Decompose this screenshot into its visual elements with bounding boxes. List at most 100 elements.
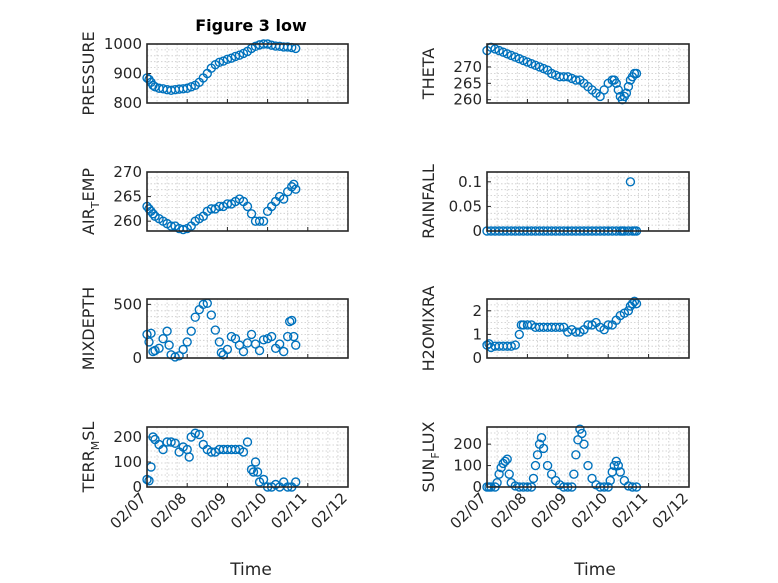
subplot-pressure: 800 900 1000 PRESSURE <box>79 31 349 116</box>
data-point <box>186 82 196 92</box>
data-point <box>571 450 581 460</box>
data-point <box>571 75 581 85</box>
data-point <box>174 351 184 361</box>
data-point <box>250 457 261 467</box>
data-point <box>278 194 289 204</box>
y-axis-label-subscript: T <box>89 201 102 209</box>
data-point <box>619 475 630 486</box>
data-point <box>536 433 547 443</box>
data-point <box>206 310 217 320</box>
x-tick-label: 02/11 <box>267 489 310 532</box>
data-point <box>274 339 285 349</box>
data-point <box>222 54 233 65</box>
figure-title: Figure 3 low <box>195 16 307 35</box>
y-tick-label: 0 <box>472 222 482 240</box>
y-tick-label: 1 <box>472 325 482 343</box>
data-point <box>631 68 642 79</box>
y-tick-label: 260 <box>113 212 142 230</box>
data-point <box>506 341 516 351</box>
data-point <box>230 51 241 62</box>
data-point <box>532 450 543 460</box>
y-tick-label: 0 <box>132 478 142 496</box>
data-point <box>222 199 233 209</box>
data-point <box>611 456 621 466</box>
data-point <box>494 469 504 479</box>
data-point <box>615 467 626 477</box>
data-point <box>583 460 593 471</box>
data-point <box>629 296 640 307</box>
data-point <box>500 456 510 466</box>
x-tick-label: 02/11 <box>608 489 651 532</box>
y-axis-label: AIRTEMP <box>79 168 102 235</box>
data-point <box>246 464 257 475</box>
x-tick-label: 02/12 <box>308 489 351 532</box>
data-point <box>170 352 180 362</box>
data-point <box>246 209 257 219</box>
x-axis-label-right: Time <box>573 560 616 580</box>
y-axis-label-subscript: M <box>89 441 102 451</box>
y-axis-label: H2OMIXRA <box>419 286 438 372</box>
data-point <box>158 333 168 344</box>
data-point <box>583 320 593 330</box>
data-point <box>242 201 253 212</box>
data-point <box>158 444 168 455</box>
axes-frame <box>146 171 349 232</box>
y-axis-label: SUNFLUX <box>419 421 442 492</box>
data-point <box>571 327 581 337</box>
x-axis-label-left: Time <box>229 560 272 580</box>
x-tick-label: 02/09 <box>527 489 570 532</box>
data-point <box>623 306 634 316</box>
y-axis-label: THETA <box>419 48 438 100</box>
x-tick-label: 02/10 <box>568 489 611 532</box>
data-point <box>621 88 632 98</box>
data-point <box>514 329 525 340</box>
data-point <box>144 337 154 347</box>
y-tick-label: 265 <box>453 74 482 92</box>
y-axis-label-rest: EMP <box>79 168 98 202</box>
data-point <box>291 184 301 194</box>
axes-frame <box>146 298 349 359</box>
data-point <box>291 477 301 487</box>
x-tick-label: 02/10 <box>227 489 270 532</box>
data-point <box>184 452 194 462</box>
data-point <box>230 444 241 455</box>
y-tick-label: 265 <box>113 188 142 206</box>
data-point <box>252 467 263 477</box>
data-point <box>254 216 265 226</box>
data-point <box>198 299 208 310</box>
y-tick-label: 100 <box>113 453 142 471</box>
data-point <box>258 216 269 226</box>
y-axis-label-main: AIR <box>79 208 98 235</box>
data-point <box>238 447 249 457</box>
y-tick-label: 0.05 <box>449 197 482 215</box>
axes-frame <box>486 298 690 359</box>
y-axis-label-main: TERR <box>79 450 98 493</box>
subplot-air: 260 265 270 AIRTEMP <box>79 163 349 235</box>
data-point <box>289 331 299 342</box>
data-point <box>623 81 634 92</box>
data-point <box>186 326 196 336</box>
x-tick-label: 02/07 <box>107 489 150 532</box>
data-point <box>194 305 204 315</box>
data-point <box>266 331 277 342</box>
data-point <box>248 467 259 477</box>
data-point <box>190 312 200 322</box>
data-point <box>502 454 512 464</box>
data-point <box>206 204 217 214</box>
y-tick-label: 0 <box>472 349 482 367</box>
subplot-h2omixra: 0 1 2 H2OMIXRA <box>419 286 690 372</box>
y-axis-label-main: SUN <box>419 459 438 493</box>
data-point <box>569 469 579 479</box>
data-point <box>496 463 506 473</box>
data-point <box>242 437 253 447</box>
data-point <box>510 340 520 350</box>
x-tick-label: 02/07 <box>447 489 490 532</box>
y-tick-label: 260 <box>453 91 482 109</box>
data-point <box>575 424 585 434</box>
data-point <box>595 91 605 102</box>
data-point <box>504 469 514 479</box>
data-point <box>609 460 619 471</box>
